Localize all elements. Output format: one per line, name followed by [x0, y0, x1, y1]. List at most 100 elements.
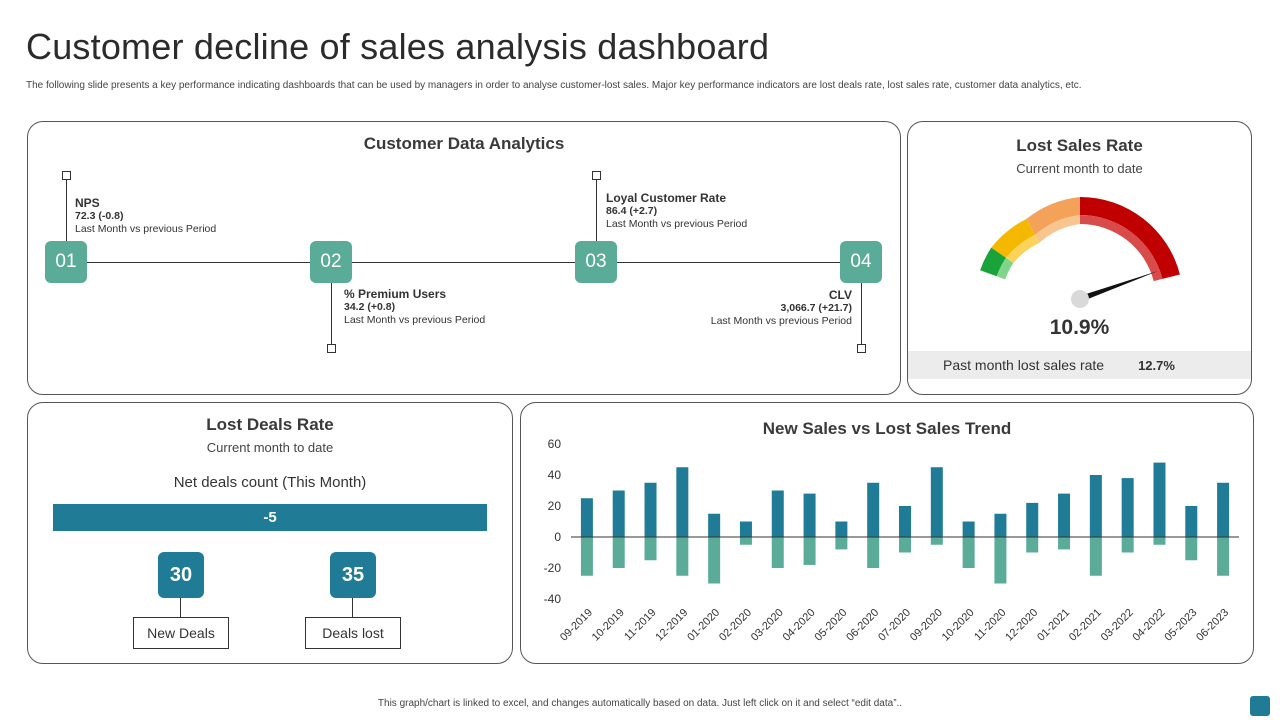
x-tick-label: 05-2023 [1162, 607, 1199, 644]
lsr-footer: Past month lost sales rate 12.7% [908, 351, 1251, 379]
deals-lost-count: 35 [330, 552, 376, 598]
kpi-name: NPS [75, 196, 100, 210]
new-sales-bar[interactable] [835, 521, 848, 538]
lost-sales-bar[interactable] [612, 537, 625, 568]
net-deals-label: Net deals count (This Month) [173, 474, 367, 491]
lost-sales-bar[interactable] [1121, 537, 1134, 553]
kpi-name: CLV [828, 288, 852, 302]
new-sales-bar[interactable] [676, 467, 689, 537]
corner-button[interactable] [1250, 696, 1270, 716]
new-sales-bar[interactable] [803, 493, 816, 537]
timeline-node-04[interactable]: 04 [840, 241, 882, 283]
lost-sales-bar[interactable] [739, 537, 752, 545]
x-tick-label: 11-2020 [972, 607, 1008, 643]
y-tick-label: 60 [548, 437, 562, 451]
new-sales-bar[interactable] [1089, 475, 1102, 537]
new-sales-bar[interactable] [1121, 478, 1134, 537]
lost-sales-bar[interactable] [1026, 537, 1039, 553]
timeline-node-03[interactable]: 03 [575, 241, 617, 283]
lost-sales-bar[interactable] [930, 537, 943, 545]
new-sales-bar[interactable] [899, 506, 911, 537]
lost-sales-bar[interactable] [676, 537, 689, 576]
lost-sales-rate-value: 10.9% [1049, 316, 1110, 339]
timeline-node-02[interactable]: 02 [310, 241, 352, 283]
lost-sales-gauge[interactable] [968, 186, 1192, 316]
y-tick-label: 20 [548, 499, 562, 513]
new-sales-bar[interactable] [1058, 493, 1071, 537]
x-tick-label: 02-2020 [717, 607, 754, 644]
new-sales-bar[interactable] [1185, 506, 1198, 537]
connector-02 [331, 282, 332, 348]
lost-sales-bar[interactable] [580, 537, 593, 576]
new-sales-bar[interactable] [1026, 502, 1039, 537]
new-sales-bar[interactable] [962, 521, 975, 538]
timeline-node-01[interactable]: 01 [45, 241, 87, 283]
x-tick-label: 03-2022 [1099, 607, 1136, 644]
kpi-premium-users: % Premium Users 34.2 (+0.8) Last Month v… [344, 288, 485, 327]
new-sales-bar[interactable] [1153, 462, 1166, 537]
x-tick-label: 12-2019 [653, 607, 690, 644]
gauge-inner-green [996, 257, 1014, 280]
past-month-label: Past month lost sales rate [943, 357, 1105, 373]
new-deals-connector [180, 598, 181, 618]
lost-sales-bar[interactable] [867, 537, 880, 568]
new-sales-bar[interactable] [739, 521, 752, 538]
new-sales-bar[interactable] [867, 482, 880, 537]
lost-sales-bar[interactable] [835, 537, 848, 550]
ldr-subtitle: Current month to date [206, 440, 334, 455]
past-month-value: 12.7% [1138, 357, 1175, 373]
lost-sales-bar[interactable] [1217, 537, 1230, 576]
lost-sales-bar[interactable] [962, 537, 975, 568]
new-sales-bar[interactable] [771, 490, 784, 538]
x-tick-label: 02-2021 [1067, 607, 1104, 644]
lost-sales-bar[interactable] [899, 537, 911, 553]
y-tick-label: 40 [548, 468, 562, 482]
new-sales-bar[interactable] [930, 467, 943, 537]
lost-sales-bar[interactable] [1058, 537, 1071, 550]
sales-trend-panel: New Sales vs Lost Sales Trend 60 40 20 0 -20… [520, 402, 1254, 664]
lost-sales-bar[interactable] [803, 537, 816, 565]
y-tick-label: 0 [554, 530, 561, 544]
new-deals-count: 30 [158, 552, 204, 598]
new-sales-bar[interactable] [994, 513, 1007, 537]
gauge-needle [1079, 271, 1158, 302]
customer-data-analytics-panel: Customer Data Analytics 01 02 03 04 NPS … [27, 121, 901, 395]
x-tick-label: 12-2020 [1003, 607, 1040, 644]
new-deals-label: New Deals [133, 617, 229, 649]
new-sales-bar[interactable] [1217, 482, 1230, 537]
x-tick-label: 11-2019 [622, 607, 658, 643]
x-tick-label: 01-2020 [685, 607, 722, 644]
lost-sales-bar[interactable] [1089, 537, 1102, 576]
gauge-hub [1071, 290, 1089, 308]
connector-01 [66, 175, 67, 242]
timeline-line [66, 262, 882, 263]
connector-02-end [327, 344, 336, 353]
x-tick-label: 03-2020 [749, 607, 786, 644]
x-tick-label: 04-2020 [781, 607, 818, 644]
lost-sales-bar[interactable] [771, 537, 784, 568]
new-sales-bar[interactable] [612, 490, 625, 538]
lost-sales-bar[interactable] [994, 537, 1007, 584]
lost-deals-rate-panel: Lost Deals Rate Current month to date Ne… [27, 402, 513, 664]
lost-sales-bar[interactable] [1185, 537, 1198, 561]
lost-sales-bar[interactable] [708, 537, 721, 584]
kpi-name: Loyal Customer Rate [606, 191, 727, 205]
lost-sales-rate-panel: Lost Sales Rate Current month to date 10… [907, 121, 1252, 395]
x-tick-label: 09-2020 [908, 607, 945, 644]
net-deals-bar[interactable]: -5 [53, 504, 487, 531]
new-sales-bar[interactable] [580, 498, 593, 537]
x-tick-label: 10-2020 [940, 607, 977, 644]
new-sales-bar[interactable] [708, 513, 721, 537]
sales-trend-chart[interactable]: 60 40 20 0 -20 -4009-201910-201911-201912-201… [521, 403, 1253, 663]
lost-sales-bar[interactable] [644, 537, 657, 561]
gauge-outer-red [1080, 196, 1180, 279]
page-title: Customer decline of sales analysis dashb… [26, 26, 770, 67]
new-sales-bar[interactable] [644, 482, 657, 537]
kpi-note: Last Month vs previous Period [344, 314, 486, 326]
connector-04-end [857, 344, 866, 353]
kpi-value: 3,066.7 (+21.7) [780, 302, 852, 314]
kpi-value: 86.4 (+2.7) [606, 205, 658, 217]
lost-sales-bar[interactable] [1153, 537, 1166, 545]
deals-lost-label: Deals lost [305, 617, 401, 649]
x-tick-label: 07-2020 [876, 607, 913, 644]
